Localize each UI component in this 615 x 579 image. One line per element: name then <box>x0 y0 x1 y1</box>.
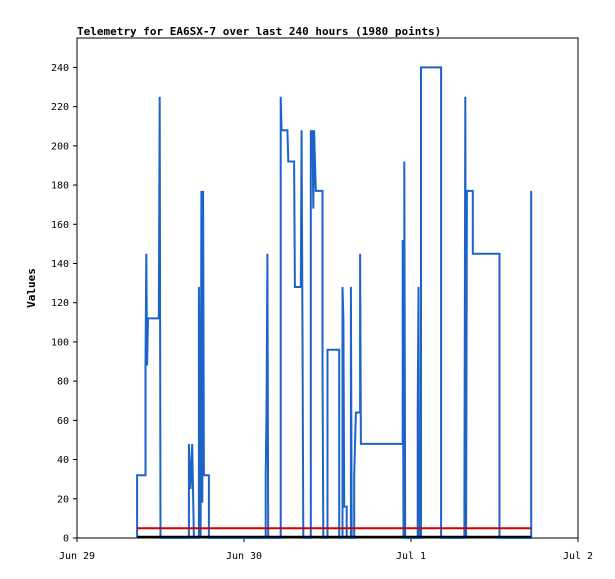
chart-title: Telemetry for EA6SX-7 over last 240 hour… <box>77 25 441 38</box>
y-tick-label: 220 <box>51 102 69 113</box>
x-tick-label: Jul 2 <box>563 551 593 562</box>
y-tick-label: 80 <box>57 377 69 388</box>
y-tick-label: 100 <box>51 337 69 348</box>
y-tick-label: 0 <box>63 534 69 545</box>
y-axis: 0 20 40 60 80 100 120 140 160 180 200 220 240 <box>51 63 77 545</box>
y-tick-label: 240 <box>51 63 69 74</box>
y-tick-label: 180 <box>51 181 69 192</box>
x-axis: Jun 29 Jun 30 Jul 1 Jul 2 <box>59 538 593 562</box>
y-tick-label: 120 <box>51 298 69 309</box>
y-tick-label: 60 <box>57 416 69 427</box>
x-tick-label: Jul 1 <box>396 551 426 562</box>
series-line-1 <box>136 66 533 539</box>
x-tick-label: Jun 29 <box>59 551 95 562</box>
y-tick-label: 20 <box>57 494 69 505</box>
y-tick-label: 200 <box>51 141 69 152</box>
y-tick-label: 140 <box>51 259 69 270</box>
y-axis-label: Values <box>25 268 38 308</box>
plot-area <box>136 66 533 539</box>
y-tick-label: 160 <box>51 220 69 231</box>
x-tick-label: Jun 30 <box>226 551 262 562</box>
y-tick-label: 40 <box>57 455 69 466</box>
